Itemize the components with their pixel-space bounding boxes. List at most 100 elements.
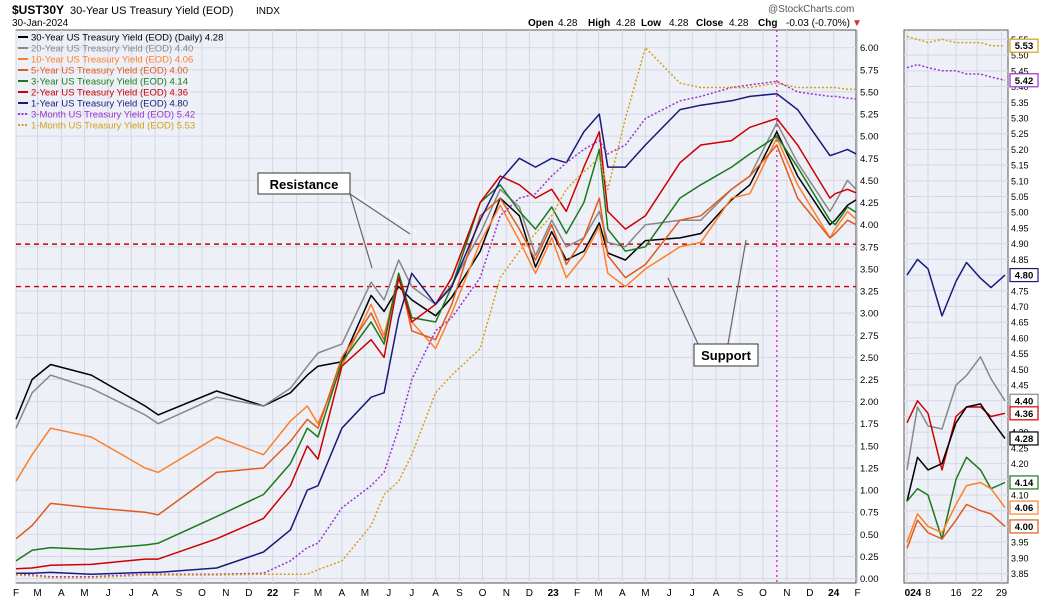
series-line-1-year-us-treasury-yield-eod — [16, 92, 857, 575]
x-tick-label: N — [783, 588, 790, 599]
y-tick-label: 0.00 — [860, 574, 879, 585]
value-badge: 4.06 — [1009, 500, 1039, 515]
y-tick-label: 5.00 — [860, 132, 879, 143]
x-tick-label: N — [503, 588, 510, 599]
y-tick-label: 1.00 — [860, 486, 879, 497]
x-tick-label: J — [106, 588, 111, 599]
zoom-x-tick-label: 29 — [996, 588, 1008, 599]
main-y-axis: 0.00 0.25 0.50 0.75 1.00 1.25 1.50 1.75 2.00 2.25… — [860, 43, 879, 585]
ohlc-label-low: Low — [641, 18, 661, 29]
zoom-y-tick-label: 5.20 — [1011, 145, 1029, 155]
zoom-y-tick-label: 3.95 — [1011, 538, 1029, 548]
y-tick-label: 0.75 — [860, 508, 879, 519]
value-badge: 5.53 — [1009, 38, 1039, 53]
zoom-series-line-30-year-us-treasury-yield-eod-daily — [906, 403, 1006, 502]
resistance-callout: Resistance — [257, 172, 417, 269]
x-tick-label: 23 — [548, 588, 560, 599]
y-tick-label: 3.00 — [860, 309, 879, 320]
value-badge: 4.40 — [1009, 393, 1039, 408]
value-badge-label: 4.14 — [1015, 478, 1034, 489]
y-tick-label: 1.50 — [860, 441, 879, 452]
legend-label: 2-Year US Treasury Yield (EOD) 4.36 — [31, 88, 188, 99]
zoom-y-tick-label: 4.20 — [1011, 459, 1029, 469]
x-tick-label: J — [129, 588, 134, 599]
zoom-y-tick-label: 5.25 — [1011, 129, 1029, 139]
y-tick-label: 2.50 — [860, 353, 879, 364]
y-tick-label: 5.25 — [860, 110, 879, 121]
support-callout: Support — [667, 239, 759, 367]
y-tick-label: 2.00 — [860, 397, 879, 408]
legend-label: 3-Month US Treasury Yield (EOD) 5.42 — [31, 110, 195, 121]
ohlc-label-close: Close — [696, 18, 724, 29]
y-tick-label: 4.75 — [860, 154, 879, 165]
value-badge-label: 4.00 — [1015, 522, 1034, 533]
x-tick-label: F — [574, 588, 580, 599]
zoom-y-tick-label: 4.70 — [1011, 302, 1029, 312]
x-tick-label: S — [176, 588, 183, 599]
zoom-y-axis: 3.853.903.954.004.054.104.154.204.254.30… — [1011, 35, 1029, 579]
series-line-10-year-us-treasury-yield-eod — [15, 137, 857, 482]
main-x-axis: F M A M J J A S O N D 22 F M A M J J A S O N D 23 F M A M J J A S O N D 24 F — [13, 588, 861, 599]
y-tick-label: 2.25 — [860, 375, 879, 386]
value-badge-label: 5.53 — [1015, 41, 1034, 52]
x-tick-label: M — [594, 588, 602, 599]
zoom-x-axis: 024 8 16 22 29 — [905, 588, 1008, 599]
x-tick-label: O — [759, 588, 767, 599]
zoom-y-tick-label: 5.35 — [1011, 98, 1029, 108]
zoom-series-line-3-year-us-treasury-yield-eod — [906, 456, 1006, 540]
x-tick-label: M — [80, 588, 88, 599]
value-badge: 4.36 — [1009, 406, 1039, 421]
x-tick-label: J — [667, 588, 672, 599]
zoom-y-tick-label: 5.30 — [1011, 113, 1029, 123]
series-line-5-year-us-treasury-yield-eod — [15, 144, 857, 540]
zoom-x-tick-label: 16 — [950, 588, 962, 599]
x-tick-label: A — [619, 588, 626, 599]
x-tick-label: M — [33, 588, 41, 599]
y-tick-label: 3.25 — [860, 287, 879, 298]
main-series-lines — [15, 46, 857, 579]
value-badge-label: 4.28 — [1015, 434, 1034, 445]
x-tick-label: A — [339, 588, 346, 599]
ohlc-label-high: High — [588, 18, 610, 29]
zoom-y-tick-label: 5.15 — [1011, 161, 1029, 171]
value-badge-label: 4.06 — [1015, 503, 1034, 514]
y-tick-label: 0.50 — [860, 530, 879, 541]
y-tick-label: 1.25 — [860, 463, 879, 474]
y-tick-label: 3.50 — [860, 264, 879, 275]
chart-exchange: INDX — [256, 6, 280, 17]
ohlc-value-close: 4.28 — [729, 18, 749, 29]
y-tick-label: 3.75 — [860, 242, 879, 253]
x-tick-label: J — [690, 588, 695, 599]
value-badge-label: 4.36 — [1015, 409, 1034, 420]
value-badge: 4.14 — [1009, 475, 1039, 490]
zoom-y-tick-label: 5.45 — [1011, 66, 1029, 76]
zoom-y-tick-label: 5.50 — [1011, 51, 1029, 61]
x-tick-label: S — [456, 588, 463, 599]
resistance-label: Resistance — [270, 177, 339, 192]
legend-label: 1-Year US Treasury Yield (EOD) 4.80 — [31, 99, 188, 110]
value-badge: 4.00 — [1009, 519, 1039, 534]
zoom-x-tick-label: 22 — [971, 588, 983, 599]
zoom-series-lines — [906, 35, 1006, 549]
ohlc-label-open: Open — [528, 18, 554, 29]
zoom-y-tick-label: 4.85 — [1011, 255, 1029, 265]
zoom-y-tick-label: 3.85 — [1011, 569, 1029, 579]
y-tick-label: 6.00 — [860, 43, 879, 54]
zoom-y-tick-label: 4.60 — [1011, 333, 1029, 343]
value-badge-label: 4.80 — [1015, 271, 1034, 282]
x-tick-label: D — [245, 588, 252, 599]
x-tick-label: M — [641, 588, 649, 599]
zoom-y-tick-label: 3.90 — [1011, 553, 1029, 563]
legend-label: 1-Month US Treasury Yield (EOD) 5.53 — [31, 121, 195, 132]
series-line-2-year-us-treasury-yield-eod — [15, 117, 857, 570]
zoom-y-tick-label: 5.10 — [1011, 176, 1029, 186]
zoom-x-tick-label: 024 — [905, 588, 922, 599]
zoom-y-tick-label: 4.65 — [1011, 318, 1029, 328]
zoom-series-line-20-year-us-treasury-yield-eod — [906, 356, 1006, 471]
x-tick-label: O — [479, 588, 487, 599]
series-line-3-year-us-treasury-yield-eod — [15, 135, 857, 562]
ohlc-value-low: 4.28 — [669, 18, 689, 29]
x-tick-label: J — [409, 588, 414, 599]
zoom-x-tick-label: 8 — [925, 588, 931, 599]
x-tick-label: D — [526, 588, 533, 599]
